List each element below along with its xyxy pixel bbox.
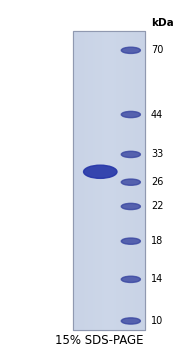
- Bar: [129, 31, 130, 330]
- Bar: [132, 31, 133, 330]
- Bar: [85, 31, 86, 330]
- Ellipse shape: [121, 179, 140, 185]
- Bar: [120, 31, 121, 330]
- Text: 26: 26: [151, 177, 163, 187]
- Bar: [131, 31, 132, 330]
- Bar: [98, 31, 99, 330]
- Bar: [122, 31, 123, 330]
- Bar: [73, 31, 145, 330]
- Bar: [144, 31, 145, 330]
- Text: 44: 44: [151, 110, 163, 119]
- Bar: [124, 31, 125, 330]
- Bar: [81, 31, 82, 330]
- Bar: [100, 31, 101, 330]
- Bar: [82, 31, 83, 330]
- Bar: [113, 31, 114, 330]
- Bar: [84, 31, 85, 330]
- Ellipse shape: [121, 111, 140, 118]
- Bar: [73, 31, 145, 330]
- Bar: [104, 31, 105, 330]
- Text: 10: 10: [151, 316, 163, 326]
- Bar: [103, 31, 104, 330]
- Bar: [88, 31, 89, 330]
- Ellipse shape: [121, 276, 140, 282]
- Bar: [109, 31, 110, 330]
- Bar: [89, 31, 90, 330]
- Ellipse shape: [121, 203, 140, 210]
- Bar: [94, 31, 95, 330]
- Bar: [92, 31, 93, 330]
- Bar: [135, 31, 136, 330]
- Bar: [123, 31, 124, 330]
- Bar: [108, 31, 109, 330]
- Bar: [77, 31, 78, 330]
- Bar: [80, 31, 81, 330]
- Bar: [139, 31, 140, 330]
- Bar: [143, 31, 144, 330]
- Bar: [140, 31, 141, 330]
- Bar: [95, 31, 96, 330]
- Bar: [138, 31, 139, 330]
- Text: 15% SDS-PAGE: 15% SDS-PAGE: [55, 334, 144, 347]
- Bar: [117, 31, 118, 330]
- Bar: [79, 31, 80, 330]
- Bar: [87, 31, 88, 330]
- Bar: [99, 31, 100, 330]
- Bar: [90, 31, 91, 330]
- Ellipse shape: [121, 151, 140, 158]
- Bar: [76, 31, 77, 330]
- Text: 18: 18: [151, 236, 163, 246]
- Bar: [141, 31, 142, 330]
- Text: kDa: kDa: [151, 18, 174, 27]
- Bar: [125, 31, 126, 330]
- Bar: [119, 31, 120, 330]
- Bar: [86, 31, 87, 330]
- Bar: [102, 31, 103, 330]
- Bar: [118, 31, 119, 330]
- Bar: [133, 31, 134, 330]
- Bar: [110, 31, 111, 330]
- Bar: [121, 31, 122, 330]
- Bar: [91, 31, 92, 330]
- Bar: [112, 31, 113, 330]
- Bar: [107, 31, 108, 330]
- Ellipse shape: [121, 238, 140, 244]
- Bar: [127, 31, 128, 330]
- Bar: [116, 31, 117, 330]
- Ellipse shape: [121, 47, 140, 53]
- Bar: [115, 31, 116, 330]
- Bar: [83, 31, 84, 330]
- Bar: [142, 31, 143, 330]
- Text: 14: 14: [151, 274, 163, 284]
- Text: 33: 33: [151, 150, 163, 159]
- Ellipse shape: [121, 318, 140, 324]
- Bar: [114, 31, 115, 330]
- Bar: [130, 31, 131, 330]
- Ellipse shape: [84, 165, 117, 178]
- Bar: [106, 31, 107, 330]
- Bar: [73, 31, 74, 330]
- Bar: [128, 31, 129, 330]
- Bar: [111, 31, 112, 330]
- Bar: [134, 31, 135, 330]
- Bar: [126, 31, 127, 330]
- Bar: [137, 31, 138, 330]
- Bar: [136, 31, 137, 330]
- Bar: [78, 31, 79, 330]
- Text: 70: 70: [151, 45, 163, 55]
- Bar: [93, 31, 94, 330]
- Text: 22: 22: [151, 202, 163, 211]
- Bar: [105, 31, 106, 330]
- Bar: [96, 31, 97, 330]
- Bar: [75, 31, 76, 330]
- Bar: [74, 31, 75, 330]
- Bar: [97, 31, 98, 330]
- Bar: [101, 31, 102, 330]
